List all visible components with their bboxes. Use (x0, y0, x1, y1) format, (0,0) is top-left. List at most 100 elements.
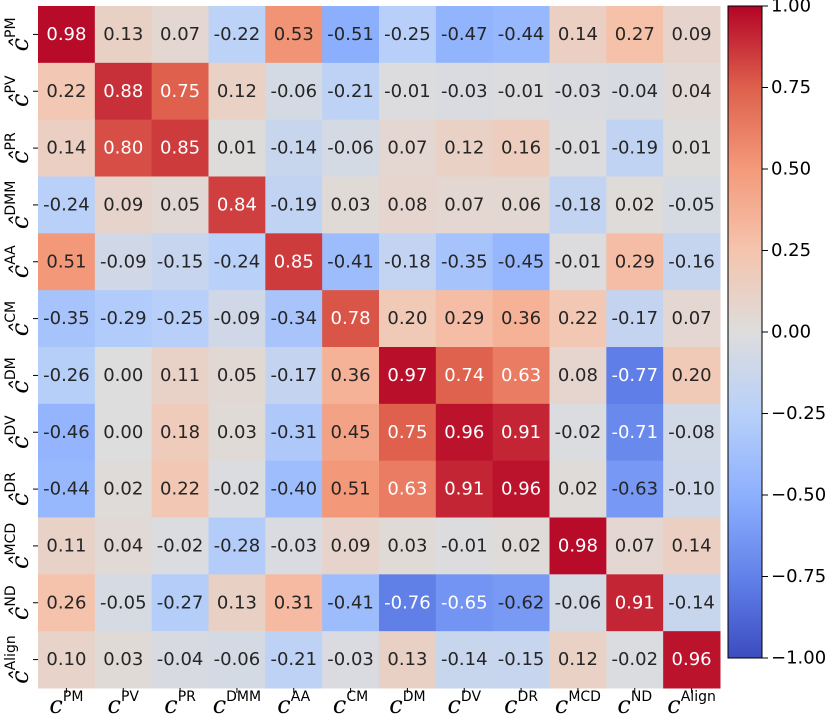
heatmap-cell (549, 403, 607, 462)
cell-value-label: -0.25 (384, 24, 431, 45)
x-tick-label: cPR (164, 689, 196, 719)
colorbar-tick-label: 0.00 (771, 322, 811, 343)
heatmap-cell (606, 517, 664, 575)
heatmap-cell (379, 233, 437, 291)
heatmap-cell (208, 574, 266, 632)
cell-value-label: 0.10 (46, 649, 86, 670)
cell-value-label: -0.14 (668, 592, 715, 613)
heatmap-cell (38, 6, 96, 64)
heatmap-cell (322, 347, 380, 405)
cell-value-label: 0.06 (501, 194, 541, 215)
heatmap-cell (208, 290, 266, 348)
svg-text:ĉAlign: ĉAlign (3, 635, 34, 684)
heatmap-cell (151, 631, 209, 689)
cell-value-label: -0.15 (498, 649, 545, 670)
heatmap-cell (94, 6, 153, 64)
heatmap-cell (379, 517, 437, 575)
colorbar-tick-label: −0.75 (771, 566, 826, 587)
heatmap-cell (38, 347, 96, 405)
heatmap-cell (94, 290, 153, 348)
heatmap-cell (265, 631, 323, 689)
cell-value-label: 0.09 (672, 24, 712, 45)
heatmap-cell (151, 403, 209, 462)
y-tick-label: ĉDMM (3, 181, 34, 229)
svg-text:ĉAA: ĉAA (3, 245, 34, 278)
heatmap-cell (265, 176, 323, 234)
heatmap-cell (38, 574, 96, 632)
heatmap-cell (322, 574, 380, 632)
heatmap-cell (208, 347, 266, 405)
cell-value-label: 0.05 (217, 365, 257, 386)
heatmap-cell (94, 347, 153, 405)
heatmap-cell (435, 631, 494, 689)
heatmap-cell (606, 460, 664, 518)
cell-value-label: 0.84 (217, 194, 257, 215)
heatmap-cell (379, 631, 437, 689)
heatmap-cell (606, 290, 664, 348)
svg-text:ĉMCD: ĉMCD (3, 523, 34, 569)
heatmap-cell (492, 233, 550, 291)
cell-value-label: -0.26 (43, 365, 90, 386)
colorbar-tick-label: −1.00 (771, 648, 826, 669)
heatmap-cell (549, 119, 607, 177)
heatmap-cell (663, 347, 721, 405)
cell-value-label: -0.25 (157, 308, 204, 329)
heatmap-cell (265, 233, 323, 291)
heatmap-cell (38, 460, 96, 518)
heatmap-cell (435, 233, 494, 291)
cell-value-label: 0.12 (558, 649, 598, 670)
heatmap-cell (38, 517, 96, 575)
x-tick-label: cCM (333, 689, 368, 719)
heatmap-cell (38, 119, 96, 177)
heatmap-cell (663, 460, 721, 518)
x-tick-label: cAlign (667, 689, 716, 719)
heatmap-cell (322, 119, 380, 177)
heatmap-cell (94, 574, 153, 632)
cell-value-label: -0.15 (157, 251, 204, 272)
cell-value-label: -0.01 (441, 535, 488, 556)
heatmap-cell (549, 347, 607, 405)
heatmap-cell (549, 631, 607, 689)
cell-value-label: 0.75 (387, 422, 427, 443)
cell-value-label: -0.51 (327, 24, 374, 45)
y-tick-label: ĉDV (3, 415, 34, 449)
cell-value-label: 0.80 (103, 138, 143, 159)
cell-value-label: -0.08 (668, 422, 715, 443)
heatmap-cell (663, 62, 721, 121)
cell-value-label: 0.07 (160, 24, 200, 45)
cell-value-label: -0.63 (611, 479, 658, 500)
heatmap-cell (38, 176, 96, 234)
cell-value-label: -0.01 (384, 81, 431, 102)
cell-value-label: -0.18 (384, 251, 431, 272)
cell-value-label: 0.07 (615, 535, 655, 556)
cell-value-label: 0.91 (444, 479, 484, 500)
cell-value-label: -0.01 (498, 81, 545, 102)
cell-value-label: 0.14 (672, 535, 712, 556)
cell-value-label: -0.03 (441, 81, 488, 102)
cell-value-label: -0.06 (555, 592, 602, 613)
heatmap-cell (606, 574, 664, 632)
heatmap-cell (549, 290, 607, 348)
cell-value-label: 0.02 (558, 479, 598, 500)
heatmap-cell (606, 176, 664, 234)
heatmap-cell (322, 6, 380, 64)
heatmap-cell (606, 233, 664, 291)
y-tick-label: ĉND (3, 585, 34, 620)
cell-value-label: 0.13 (103, 24, 143, 45)
cell-value-label: -0.17 (270, 365, 317, 386)
heatmap-cell (379, 347, 437, 405)
heatmap-cell (606, 119, 664, 177)
cell-value-label: 0.36 (331, 365, 371, 386)
cell-value-label: 0.22 (558, 308, 598, 329)
cell-value-label: -0.22 (214, 24, 261, 45)
heatmap-cell (265, 290, 323, 348)
cell-value-label: 0.75 (160, 81, 200, 102)
x-tick-label: cPM (49, 689, 83, 719)
cell-value-label: 0.20 (672, 365, 712, 386)
heatmap-cell (663, 233, 721, 291)
cell-value-label: 0.07 (387, 138, 427, 159)
heatmap-cell (549, 460, 607, 518)
heatmap-cell (322, 62, 380, 121)
svg-text:ĉDV: ĉDV (3, 415, 34, 449)
cell-value-label: -0.27 (157, 592, 204, 613)
